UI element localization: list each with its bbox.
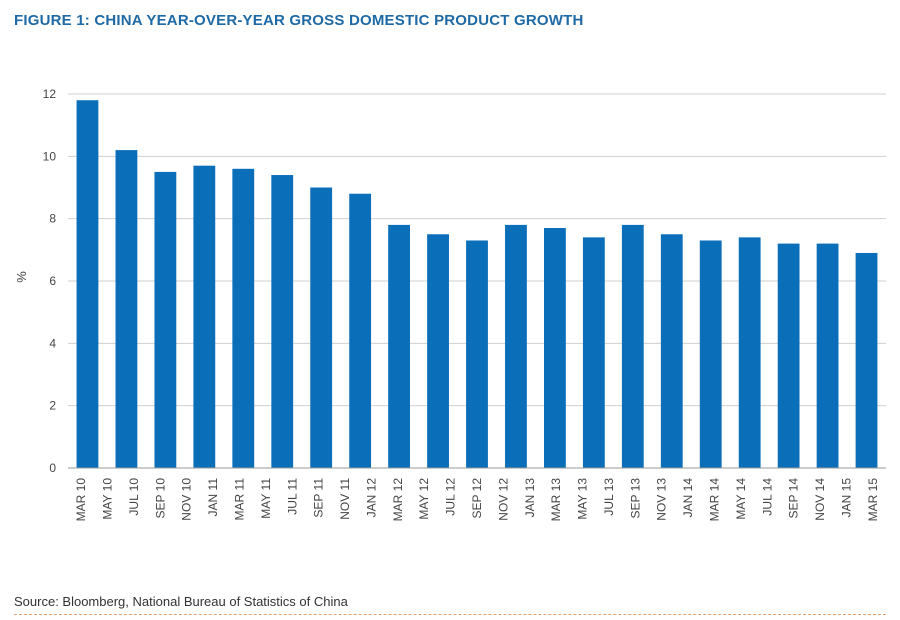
chart-title: FIGURE 1: CHINA YEAR-OVER-YEAR GROSS DOM… [14, 12, 584, 29]
x-tick-label: SEP 12 [470, 478, 484, 519]
x-tick-label: JAN 11 [206, 478, 220, 517]
y-axis-label: % [14, 271, 29, 283]
x-tick-label: SEP 10 [153, 478, 167, 519]
bar-chart: 0 2 4 6 8 10 12 MAR 10 MAY 10 JUL 10 SEP 10 NOV 10… [14, 87, 886, 522]
x-tick-label: SEP 14 [787, 478, 801, 519]
y-tick-label: 2 [49, 399, 56, 413]
bar [816, 243, 839, 468]
bar [193, 165, 216, 468]
y-tick-label: 8 [49, 212, 56, 226]
x-tick-label: NOV 10 [180, 478, 194, 521]
y-tick-label: 12 [43, 87, 57, 101]
bars [76, 100, 878, 469]
y-tick-label: 0 [49, 461, 56, 475]
x-tick-label: MAR 13 [549, 478, 563, 522]
x-tick-label: JAN 13 [523, 478, 537, 518]
x-tick-label: SEP 13 [628, 478, 642, 519]
x-tick-label: MAR 11 [233, 478, 247, 521]
bar [777, 243, 800, 468]
bar [271, 175, 294, 469]
bar [855, 252, 878, 468]
y-tick-label: 10 [43, 149, 57, 163]
x-tick-label: JAN 14 [681, 478, 695, 518]
x-tick-label: MAY 11 [259, 478, 273, 519]
x-tick-label: NOV 12 [496, 478, 510, 521]
x-tick-label: MAY 10 [101, 478, 115, 520]
y-tick-label: 6 [49, 274, 56, 288]
x-axis-ticks: MAR 10 MAY 10 JUL 10 SEP 10 NOV 10 JAN 11 MAR … [74, 478, 880, 522]
bar [349, 193, 372, 468]
bar [427, 234, 449, 468]
y-axis-ticks: 0 2 4 6 8 10 12 [43, 87, 57, 475]
x-tick-label: MAR 12 [391, 478, 405, 522]
footer-divider [14, 614, 886, 615]
x-tick-label: NOV 13 [655, 478, 669, 521]
x-tick-label: MAY 13 [576, 478, 590, 520]
bar [699, 240, 722, 468]
x-tick-label: NOV 11 [338, 478, 352, 520]
bar [154, 171, 177, 468]
bar [115, 150, 138, 468]
bar [466, 240, 488, 468]
bar [660, 234, 683, 468]
source-note: Source: Bloomberg, National Bureau of St… [14, 594, 348, 609]
bar [582, 237, 605, 468]
x-tick-label: JUL 11 [285, 478, 299, 515]
x-tick-label: JUL 13 [602, 478, 616, 516]
bar [621, 224, 644, 468]
bar [738, 237, 761, 468]
x-tick-label: JUL 14 [760, 478, 774, 516]
x-tick-label: MAR 14 [707, 478, 721, 522]
x-tick-label: JAN 12 [364, 478, 378, 518]
x-tick-label: SEP 11 [312, 478, 326, 518]
bar [232, 168, 255, 469]
x-tick-label: MAY 12 [417, 478, 431, 520]
x-tick-label: NOV 14 [813, 478, 827, 521]
x-tick-label: MAR 15 [866, 478, 880, 522]
bar [310, 187, 333, 468]
bar [505, 224, 527, 468]
bar [388, 224, 411, 468]
x-tick-label: MAR 10 [74, 478, 88, 522]
x-tick-label: JAN 15 [839, 478, 853, 518]
x-tick-label: JUL 12 [444, 478, 458, 516]
x-tick-label: JUL 10 [127, 478, 141, 516]
x-tick-label: MAY 14 [734, 478, 748, 520]
bar [543, 228, 566, 468]
bar [76, 100, 99, 468]
y-tick-label: 4 [49, 336, 56, 350]
